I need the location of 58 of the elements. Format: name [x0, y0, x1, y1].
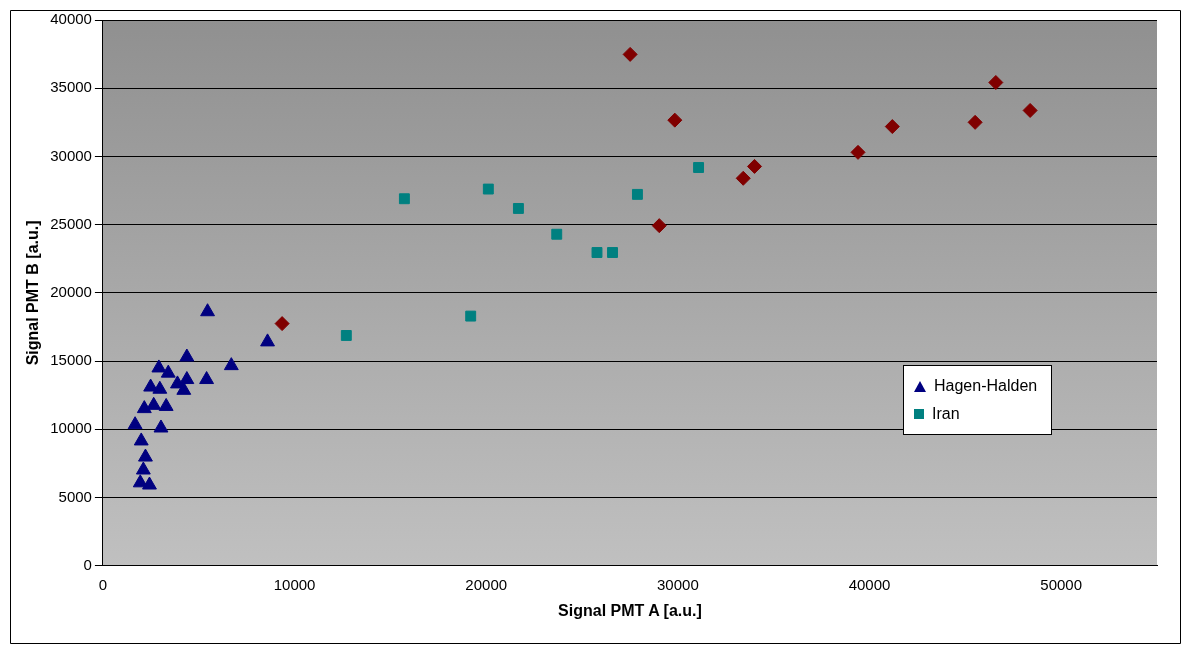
point: [850, 144, 866, 160]
point: [179, 371, 195, 385]
point: [133, 432, 149, 446]
legend-label: Hagen-Halden: [934, 377, 1038, 395]
point: [482, 183, 494, 195]
point: [200, 303, 215, 317]
y-tick-label: 5000: [58, 487, 92, 505]
point: [967, 114, 983, 130]
point: [551, 228, 563, 240]
point: [667, 112, 683, 128]
point: [199, 371, 215, 385]
point: [651, 218, 667, 234]
point: [146, 396, 162, 410]
y-tick-label: 0: [83, 555, 92, 573]
legend-label: Iran: [932, 405, 960, 423]
point: [136, 400, 152, 414]
point: [160, 364, 176, 378]
y-tick-label: 15000: [50, 351, 92, 369]
x-tick-label: 20000: [465, 575, 508, 593]
x-tick-label: 40000: [848, 575, 891, 593]
point: [591, 247, 603, 258]
y-axis-title: Signal PMT B [a.u.]: [24, 220, 42, 366]
y-tick-label: 35000: [50, 78, 92, 96]
point: [142, 476, 157, 490]
y-tick-label: 25000: [50, 214, 92, 232]
point: [153, 419, 169, 433]
point: [398, 193, 410, 205]
point: [735, 170, 751, 186]
point: [884, 119, 900, 135]
point: [127, 416, 143, 430]
point: [135, 461, 151, 475]
x-tick-label: 50000: [1040, 575, 1083, 593]
point: [1022, 102, 1038, 118]
point: [260, 333, 275, 347]
point: [631, 188, 643, 200]
point: [274, 316, 290, 332]
point: [607, 247, 618, 258]
point: [179, 348, 195, 362]
point: [152, 380, 168, 394]
point: [465, 310, 477, 322]
y-tick-label: 40000: [50, 10, 92, 28]
point: [138, 448, 153, 462]
point: [512, 202, 524, 214]
x-axis-title: Signal PMT A [a.u.]: [558, 601, 702, 619]
point: [340, 330, 352, 341]
point: [622, 46, 638, 62]
y-tick-label: 20000: [50, 283, 92, 301]
point: [151, 359, 167, 373]
point: [693, 162, 705, 173]
x-tick-label: 10000: [273, 575, 316, 593]
point: [223, 357, 239, 371]
x-tick-label: 0: [98, 575, 108, 593]
point: [747, 158, 763, 174]
point: [158, 397, 174, 411]
y-tick-label: 30000: [50, 146, 92, 164]
point: [988, 74, 1004, 90]
y-tick-label: 10000: [50, 419, 92, 437]
x-tick-label: 30000: [657, 575, 699, 593]
